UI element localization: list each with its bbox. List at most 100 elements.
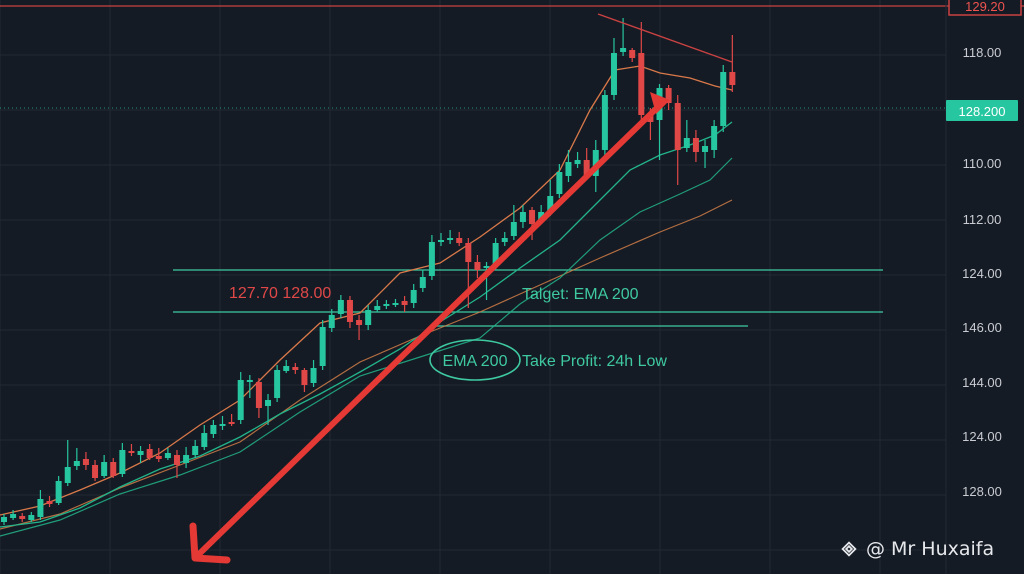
candle-body <box>519 212 526 222</box>
candle <box>173 450 180 478</box>
resistance-trendline <box>597 13 733 63</box>
binance-diamond-icon <box>841 541 857 557</box>
candle <box>574 152 581 168</box>
candle-body <box>356 320 363 325</box>
candle <box>101 455 108 478</box>
candle-body <box>246 380 253 382</box>
candle <box>529 207 536 240</box>
candle <box>310 360 317 387</box>
moving-averages <box>0 65 733 537</box>
candle <box>629 48 636 62</box>
candle-body <box>155 456 162 459</box>
candle <box>483 262 490 300</box>
candle-body <box>301 370 308 385</box>
candle <box>283 360 290 373</box>
candle <box>192 440 199 458</box>
candle-body <box>337 300 344 314</box>
candle <box>201 425 208 450</box>
candle <box>392 299 399 307</box>
candle-body <box>674 103 681 150</box>
candle <box>210 420 217 438</box>
candle-body <box>629 50 636 58</box>
candle-body <box>228 422 235 424</box>
y-axis-label: 118.00 <box>963 45 1002 60</box>
candle <box>447 230 454 244</box>
candle-body <box>201 433 208 447</box>
candle-body <box>55 481 62 503</box>
candle-body <box>219 424 226 426</box>
ema-circle-marker <box>429 339 521 381</box>
y-axis-label: 110.00 <box>963 156 1002 171</box>
annotation-entry-prices: 127.70 128.00 <box>229 285 331 302</box>
candle <box>383 300 390 309</box>
candle-body <box>547 196 554 212</box>
candle-body <box>683 138 690 148</box>
candle-body <box>146 449 153 458</box>
candle-body <box>401 301 408 305</box>
candle-body <box>501 238 508 242</box>
candle-body <box>110 462 117 476</box>
candle-body <box>583 160 590 175</box>
candle <box>110 458 117 478</box>
candle <box>128 444 135 456</box>
candle <box>601 90 608 155</box>
candle <box>729 35 736 92</box>
candle-body <box>164 453 171 458</box>
y-axis-label: 146.00 <box>962 320 1002 335</box>
candle <box>365 305 372 330</box>
candle <box>37 490 44 520</box>
candle <box>438 233 445 246</box>
candle-body <box>346 300 353 322</box>
annotation-target: Talget: EMA 200 <box>522 286 639 303</box>
candle <box>702 140 709 168</box>
candle <box>265 394 272 425</box>
candle-body <box>565 162 572 176</box>
candle <box>510 205 517 240</box>
candle-body <box>28 515 35 520</box>
y-axis-label: 128.00 <box>962 484 1002 499</box>
candle-body <box>592 150 599 176</box>
candle <box>356 315 363 340</box>
candle-body <box>10 514 17 518</box>
candle-body <box>538 212 545 220</box>
horizontal-levels <box>173 269 883 327</box>
candle <box>711 120 718 158</box>
candle <box>19 513 26 522</box>
candle <box>519 205 526 228</box>
y-axis-label: 124.00 <box>962 266 1002 281</box>
candle <box>73 448 80 470</box>
candle <box>246 375 253 398</box>
candle <box>137 446 144 463</box>
candle-body <box>483 266 490 268</box>
bearish-arrow <box>189 92 670 564</box>
candle <box>274 365 281 402</box>
arrow-tail-marker <box>650 92 670 114</box>
candle-body <box>447 238 454 240</box>
candle-body <box>383 304 390 306</box>
candle-body <box>310 368 317 383</box>
candle-body <box>92 465 99 478</box>
candle-body <box>192 446 199 455</box>
candle <box>620 18 627 56</box>
candle-body <box>237 380 244 420</box>
candle <box>64 440 71 486</box>
candle <box>419 270 426 292</box>
candle <box>410 284 417 308</box>
candle <box>556 164 563 198</box>
candle-body <box>428 242 435 276</box>
candle <box>474 255 481 278</box>
ema-mid-line <box>0 121 733 528</box>
ema-slow-green-line <box>0 157 733 537</box>
candle-body <box>610 53 617 95</box>
candle-body <box>64 467 71 483</box>
candle <box>255 378 262 418</box>
candle <box>55 476 62 505</box>
ema-slow-orange-line <box>0 199 733 530</box>
candle-body <box>210 425 217 434</box>
candle <box>228 414 235 426</box>
candle-body <box>119 450 126 474</box>
candle <box>28 512 35 522</box>
candle <box>337 295 344 318</box>
